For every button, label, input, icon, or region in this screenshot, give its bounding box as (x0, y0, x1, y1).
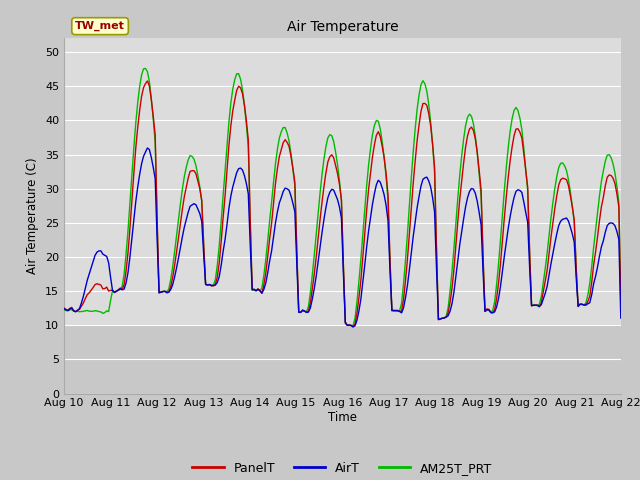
Y-axis label: Air Temperature (C): Air Temperature (C) (26, 158, 40, 274)
Legend: PanelT, AirT, AM25T_PRT: PanelT, AirT, AM25T_PRT (188, 456, 497, 480)
Bar (64, 325, 621, 394)
X-axis label: Time: Time (328, 411, 357, 424)
Text: TW_met: TW_met (75, 21, 125, 31)
Title: Air Temperature: Air Temperature (287, 21, 398, 35)
